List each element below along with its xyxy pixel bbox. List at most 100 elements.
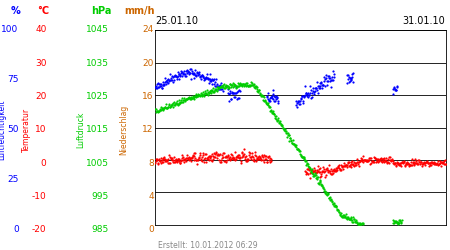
Point bbox=[180, 157, 188, 161]
Point bbox=[264, 94, 271, 98]
Point bbox=[349, 162, 356, 166]
Point bbox=[270, 112, 277, 116]
Point bbox=[244, 156, 252, 160]
Point bbox=[181, 72, 188, 76]
Point bbox=[170, 100, 177, 104]
Point bbox=[371, 155, 378, 159]
Point bbox=[360, 158, 368, 162]
Point bbox=[311, 168, 318, 172]
Point bbox=[242, 83, 249, 87]
Point bbox=[322, 73, 329, 77]
Point bbox=[210, 82, 217, 86]
Point bbox=[257, 93, 265, 97]
Point bbox=[159, 83, 166, 87]
Point bbox=[321, 79, 328, 83]
Point bbox=[258, 94, 265, 98]
Point bbox=[321, 189, 328, 193]
Point bbox=[214, 152, 221, 156]
Point bbox=[195, 93, 203, 97]
Point bbox=[194, 162, 201, 166]
Point bbox=[188, 98, 195, 102]
Point bbox=[184, 157, 191, 161]
Point bbox=[354, 221, 361, 225]
Point bbox=[172, 74, 179, 78]
Point bbox=[387, 158, 394, 162]
Text: 0: 0 bbox=[41, 159, 47, 168]
Point bbox=[264, 160, 271, 164]
Point bbox=[394, 162, 401, 166]
Point bbox=[308, 168, 315, 172]
Point bbox=[223, 82, 230, 86]
Point bbox=[320, 185, 327, 189]
Point bbox=[360, 154, 367, 158]
Point bbox=[363, 159, 370, 163]
Point bbox=[232, 86, 239, 90]
Point bbox=[347, 76, 354, 80]
Point bbox=[423, 160, 430, 164]
Point bbox=[356, 159, 363, 163]
Point bbox=[371, 156, 378, 160]
Point bbox=[386, 155, 393, 159]
Point bbox=[273, 116, 280, 120]
Point bbox=[234, 81, 242, 85]
Point bbox=[380, 160, 387, 164]
Point bbox=[265, 158, 272, 162]
Point bbox=[202, 92, 210, 96]
Point bbox=[405, 162, 412, 166]
Point bbox=[205, 154, 212, 158]
Point bbox=[208, 88, 216, 92]
Point bbox=[412, 162, 419, 166]
Point bbox=[323, 83, 330, 87]
Point bbox=[170, 158, 177, 162]
Point bbox=[304, 162, 311, 166]
Point bbox=[209, 77, 216, 81]
Point bbox=[206, 158, 213, 162]
Point bbox=[327, 172, 334, 175]
Point bbox=[181, 160, 188, 164]
Point bbox=[230, 91, 237, 95]
Point bbox=[342, 164, 350, 168]
Point bbox=[222, 85, 230, 89]
Point bbox=[346, 164, 353, 168]
Point bbox=[304, 171, 311, 175]
Point bbox=[260, 153, 267, 157]
Point bbox=[194, 74, 202, 78]
Point bbox=[301, 155, 308, 159]
Point bbox=[315, 164, 322, 168]
Point bbox=[286, 133, 293, 137]
Point bbox=[200, 78, 207, 82]
Point bbox=[354, 160, 361, 164]
Point bbox=[165, 103, 172, 107]
Point bbox=[234, 84, 241, 87]
Point bbox=[198, 94, 205, 98]
Point bbox=[306, 166, 313, 170]
Point bbox=[267, 158, 274, 162]
Point bbox=[212, 150, 220, 154]
Point bbox=[417, 160, 424, 164]
Point bbox=[275, 118, 282, 122]
Point bbox=[293, 146, 300, 150]
Point bbox=[403, 160, 410, 164]
Point bbox=[367, 156, 374, 160]
Point bbox=[192, 74, 199, 78]
Point bbox=[222, 154, 229, 158]
Point bbox=[211, 84, 218, 88]
Point bbox=[265, 155, 272, 159]
Point bbox=[327, 198, 334, 202]
Point bbox=[326, 74, 333, 78]
Point bbox=[228, 84, 235, 88]
Point bbox=[157, 84, 164, 88]
Point bbox=[333, 166, 340, 170]
Point bbox=[154, 110, 161, 114]
Point bbox=[358, 157, 365, 161]
Point bbox=[309, 169, 316, 173]
Point bbox=[397, 221, 405, 225]
Point bbox=[335, 208, 342, 212]
Point bbox=[175, 72, 182, 76]
Point bbox=[392, 88, 399, 92]
Point bbox=[225, 154, 232, 158]
Point bbox=[190, 72, 198, 76]
Point bbox=[326, 169, 333, 173]
Point bbox=[356, 164, 363, 168]
Point bbox=[207, 90, 214, 94]
